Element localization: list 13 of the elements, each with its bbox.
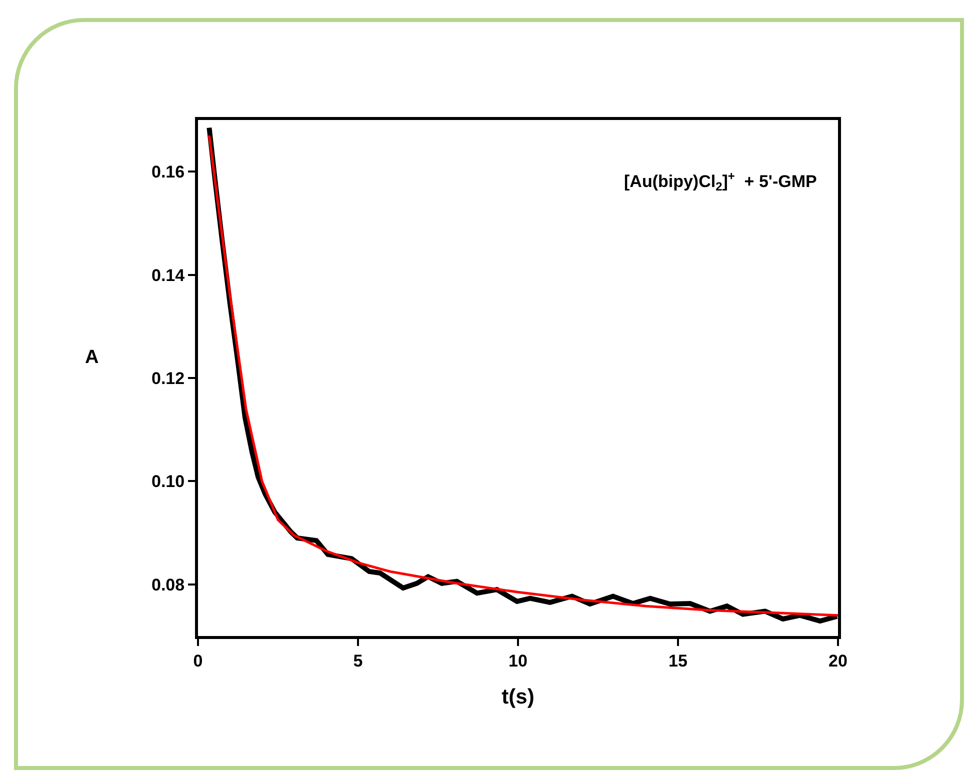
x-tick-label: 15 bbox=[668, 651, 688, 670]
y-axis-title: A bbox=[85, 347, 99, 368]
y-tick-label: 0.12 bbox=[152, 368, 185, 388]
x-tick-label: 10 bbox=[508, 651, 528, 670]
y-tick-label: 0.14 bbox=[152, 266, 186, 285]
y-tick-label: 0.10 bbox=[152, 472, 185, 492]
x-tick-label: 5 bbox=[353, 651, 363, 670]
y-tick-label: 0.08 bbox=[152, 575, 185, 594]
annotation: [Au(bipy)Cl$_{2}$]$^{+}$ + 5'-GMP bbox=[624, 169, 817, 194]
y-tick-label: 0.16 bbox=[152, 162, 185, 182]
x-axis-title: t(s) bbox=[502, 686, 534, 709]
x-tick-label: 0 bbox=[193, 651, 203, 670]
x-tick-label: 20 bbox=[828, 651, 848, 670]
